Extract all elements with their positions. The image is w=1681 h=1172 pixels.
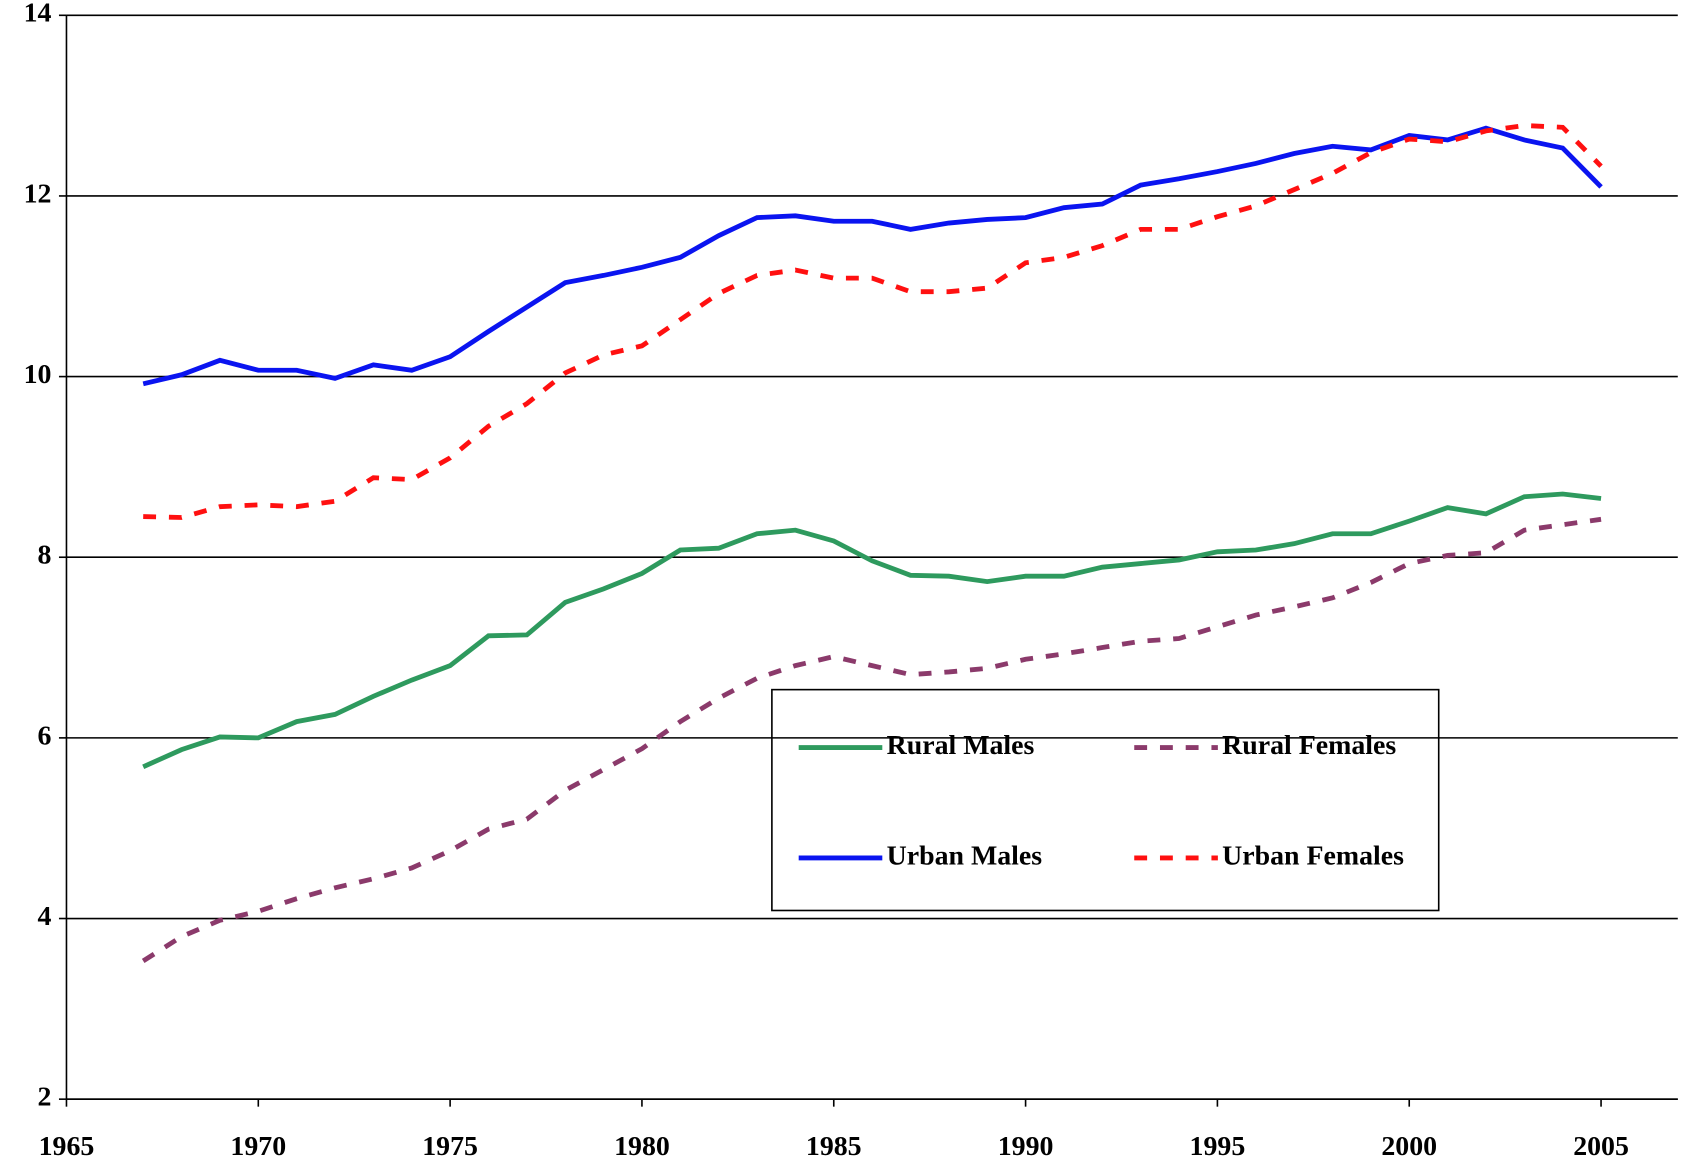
x-tick-label: 1990 bbox=[998, 1131, 1054, 1162]
x-tick-label: 1985 bbox=[806, 1131, 862, 1162]
y-tick-label: 14 bbox=[24, 0, 52, 29]
series-line bbox=[143, 123, 1603, 520]
legend-box bbox=[771, 688, 1440, 912]
y-tick-label: 12 bbox=[24, 178, 52, 209]
y-tick-label: 4 bbox=[38, 901, 52, 932]
legend-label: Urban Females bbox=[1222, 840, 1404, 871]
y-tick-label: 10 bbox=[24, 359, 52, 390]
legend-label: Urban Males bbox=[887, 840, 1043, 871]
x-tick-label: 1970 bbox=[230, 1131, 286, 1162]
legend-label: Rural Females bbox=[1222, 730, 1396, 761]
series-line bbox=[142, 125, 1603, 387]
y-tick-label: 8 bbox=[38, 540, 52, 571]
x-tick-label: 1975 bbox=[422, 1131, 478, 1162]
x-tick-label: 2005 bbox=[1573, 1131, 1629, 1162]
y-tick-label: 6 bbox=[38, 720, 52, 751]
x-tick-label: 1965 bbox=[39, 1131, 95, 1162]
x-tick-label: 2000 bbox=[1381, 1131, 1437, 1162]
series-line bbox=[141, 516, 1602, 964]
legend-label: Rural Males bbox=[887, 730, 1035, 761]
series-line bbox=[142, 491, 1602, 769]
x-tick-label: 1995 bbox=[1190, 1131, 1246, 1162]
y-tick-label: 2 bbox=[38, 1082, 52, 1113]
x-tick-label: 1980 bbox=[614, 1131, 670, 1162]
